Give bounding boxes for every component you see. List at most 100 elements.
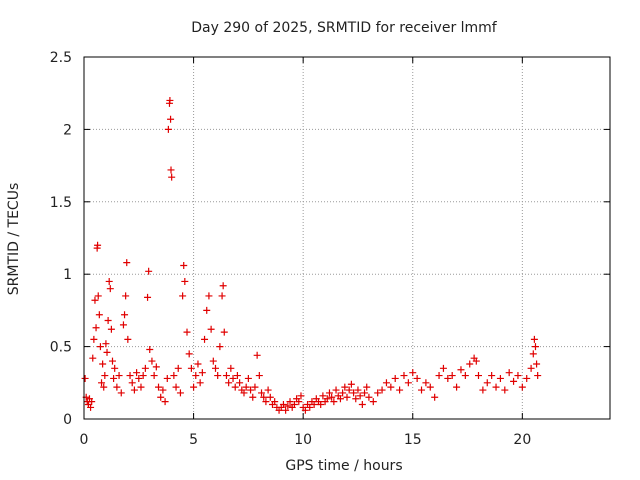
x-tick-label: 0 bbox=[80, 432, 89, 448]
data-point bbox=[439, 364, 447, 372]
data-point bbox=[157, 393, 165, 401]
x-tick-label: 5 bbox=[189, 432, 198, 448]
data-point bbox=[137, 383, 145, 391]
data-point bbox=[350, 389, 358, 397]
data-point bbox=[240, 389, 248, 397]
data-point bbox=[123, 259, 131, 267]
data-point bbox=[378, 386, 386, 394]
data-point bbox=[369, 398, 377, 406]
data-point bbox=[212, 364, 219, 372]
data-point bbox=[99, 360, 107, 368]
data-point bbox=[192, 372, 200, 380]
data-point bbox=[104, 317, 112, 325]
data-point bbox=[115, 372, 123, 380]
data-point bbox=[518, 383, 526, 391]
data-point bbox=[466, 360, 474, 368]
axis-ticks: 0 5 10 15 20 0 0.5 1 1.5 2 2.5 bbox=[50, 50, 610, 448]
data-point bbox=[365, 393, 373, 401]
data-point bbox=[310, 401, 318, 409]
data-point bbox=[87, 403, 95, 411]
data-point bbox=[290, 401, 298, 409]
data-point bbox=[356, 392, 364, 400]
data-point bbox=[170, 372, 178, 380]
data-point bbox=[534, 372, 542, 380]
data-points bbox=[81, 96, 542, 414]
data-point bbox=[295, 398, 303, 406]
data-point bbox=[244, 374, 252, 382]
data-point bbox=[361, 389, 369, 397]
data-point bbox=[152, 363, 160, 371]
data-point bbox=[341, 383, 349, 391]
data-point bbox=[242, 383, 250, 391]
data-point bbox=[426, 383, 434, 391]
data-point bbox=[475, 372, 482, 380]
data-point bbox=[196, 379, 204, 387]
data-point bbox=[400, 372, 408, 380]
data-point bbox=[264, 386, 272, 394]
data-point bbox=[413, 374, 421, 382]
data-point bbox=[190, 383, 198, 391]
data-point bbox=[233, 372, 241, 380]
data-point bbox=[148, 357, 156, 365]
x-axis-label: GPS time / hours bbox=[285, 458, 402, 474]
data-point bbox=[172, 383, 180, 391]
data-point bbox=[266, 393, 274, 401]
data-point bbox=[396, 386, 404, 394]
data-point bbox=[435, 372, 443, 380]
data-point bbox=[107, 325, 115, 333]
data-point bbox=[510, 377, 518, 385]
data-point bbox=[533, 360, 541, 368]
data-point bbox=[236, 379, 244, 387]
data-point bbox=[146, 345, 154, 353]
data-point bbox=[382, 379, 390, 387]
y-tick-label: 1 bbox=[63, 267, 72, 283]
data-point bbox=[391, 374, 399, 382]
data-point bbox=[194, 360, 202, 368]
data-point bbox=[271, 398, 279, 406]
data-point bbox=[262, 398, 270, 406]
x-tick-label: 10 bbox=[294, 432, 312, 448]
data-point bbox=[96, 343, 104, 351]
data-point bbox=[179, 292, 187, 300]
data-point bbox=[214, 372, 222, 380]
data-point bbox=[159, 386, 167, 394]
data-point bbox=[216, 343, 224, 351]
data-point bbox=[81, 374, 89, 382]
data-point bbox=[111, 364, 119, 372]
data-point bbox=[523, 374, 531, 382]
data-point bbox=[444, 374, 452, 382]
data-point bbox=[91, 296, 99, 304]
data-point bbox=[409, 369, 417, 377]
data-point bbox=[339, 389, 347, 397]
data-point bbox=[527, 364, 535, 372]
data-point bbox=[198, 369, 206, 377]
y-tick-label: 0.5 bbox=[50, 340, 72, 356]
data-point bbox=[431, 393, 439, 401]
data-point bbox=[514, 372, 522, 380]
data-point bbox=[297, 392, 305, 400]
data-point bbox=[453, 383, 461, 391]
data-point bbox=[187, 364, 195, 372]
data-point bbox=[220, 328, 228, 336]
data-point bbox=[167, 115, 175, 123]
x-tick-label: 15 bbox=[404, 432, 422, 448]
data-point bbox=[167, 166, 175, 174]
data-point bbox=[110, 374, 118, 382]
data-point bbox=[102, 340, 110, 348]
y-tick-label: 2 bbox=[63, 122, 72, 138]
data-point bbox=[301, 406, 309, 414]
data-point bbox=[282, 406, 290, 414]
data-point bbox=[255, 372, 263, 380]
data-point bbox=[119, 321, 127, 329]
data-point bbox=[328, 393, 336, 401]
data-point bbox=[209, 357, 217, 365]
data-point bbox=[229, 374, 237, 382]
data-point bbox=[106, 285, 114, 293]
data-point bbox=[319, 392, 327, 400]
data-point bbox=[155, 383, 163, 391]
data-point bbox=[122, 292, 130, 300]
data-point bbox=[483, 379, 491, 387]
data-point bbox=[219, 282, 227, 290]
